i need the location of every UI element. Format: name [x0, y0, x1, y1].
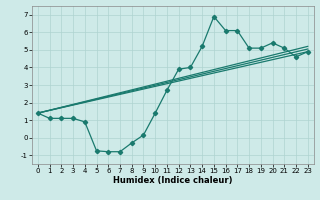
- X-axis label: Humidex (Indice chaleur): Humidex (Indice chaleur): [113, 176, 233, 185]
